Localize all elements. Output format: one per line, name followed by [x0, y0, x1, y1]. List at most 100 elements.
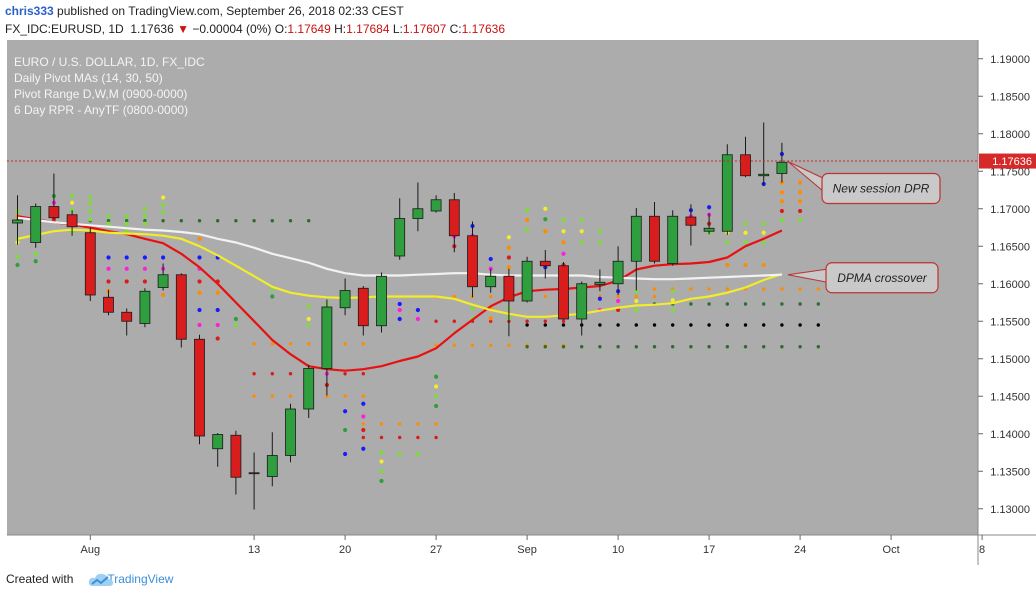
bull-candle [594, 281, 606, 285]
pivot-line-dot [361, 342, 365, 346]
pivot-line-dot [106, 219, 111, 223]
rpr-dot [743, 240, 748, 245]
pivot-line-dot [816, 302, 820, 306]
pivot-line-dot [543, 319, 547, 323]
pivot-line-dot [671, 345, 675, 349]
close-value: 1.17636 [461, 22, 506, 36]
rpr-dot [397, 307, 402, 313]
rpr-dot [743, 230, 748, 235]
rpr-dot [470, 306, 475, 311]
pivot-line-dot [143, 219, 147, 223]
rpr-dot [215, 307, 220, 313]
rpr-dot [161, 202, 166, 208]
time-tick-label: 8 [979, 544, 985, 556]
time-tick-label: Oct [883, 544, 900, 556]
pivot-moving-averages [17, 215, 783, 372]
price-chart[interactable]: Aug 13 20 27 Sep 10 17 24 Oct 8 1.190001.185001.1… [0, 40, 1036, 565]
rpr-dot [233, 322, 238, 328]
pivot-line-dot [288, 342, 293, 346]
pivot-line-dot [252, 219, 256, 223]
last-price-text: 1.17636 [992, 156, 1032, 168]
bull-candle [339, 290, 351, 309]
price-tick-label: 1.14500 [990, 391, 1030, 403]
rpr-dot [525, 217, 530, 223]
rpr-dot [197, 322, 202, 328]
pivot-line-dot [780, 345, 784, 349]
rpr-dot [543, 229, 548, 234]
pivot-line-dot [816, 287, 820, 291]
rpr-dot [197, 279, 202, 284]
pivot-line-dot [707, 287, 711, 291]
pivot-line-dot [616, 345, 620, 349]
rpr-dot [779, 190, 785, 195]
time-tick-label: 13 [248, 544, 260, 556]
pivot-line-dot [798, 302, 802, 306]
rpr-dot [415, 307, 420, 313]
pivot-line-dot [270, 219, 274, 223]
pivot-line-dot [470, 343, 475, 347]
rpr-dot [488, 256, 493, 262]
high-label: H: [334, 22, 347, 36]
pivot-line-dot [379, 435, 384, 440]
rpr-dot [761, 230, 766, 235]
bull-candle [157, 274, 169, 288]
pivot-line-dot [252, 342, 256, 346]
rpr-dot [506, 245, 511, 250]
rpr-dot [543, 217, 548, 222]
pivot-line-dot [361, 422, 365, 426]
pivot-line-dot [816, 323, 820, 327]
tradingview-cloud-icon [88, 573, 113, 586]
bull-candle [212, 434, 224, 450]
rpr-dot [579, 229, 584, 234]
rpr-dot [161, 195, 166, 200]
pivot-line-dot [270, 372, 274, 376]
callout-text: DPMA crossover [837, 271, 928, 285]
rpr-dot [506, 265, 511, 270]
rpr-dot [142, 206, 147, 211]
rpr-dot [597, 229, 603, 234]
rpr-dot [106, 255, 111, 260]
pivot-line-dot [780, 287, 784, 291]
pivot-line-dot [743, 345, 748, 349]
time-tick-label: Sep [517, 544, 537, 556]
pivot-line-dot [489, 319, 493, 323]
rpr-dot [306, 322, 311, 328]
time-axis[interactable]: Aug 13 20 27 Sep 10 17 24 Oct 8 [81, 535, 986, 556]
symbol-label: FX_IDC:EURUSD, 1D [5, 22, 124, 36]
rpr-dot [124, 229, 129, 234]
pivot-line-dot [507, 343, 511, 347]
rpr-dot [124, 221, 129, 226]
rpr-dot [70, 193, 75, 199]
indicator-label-2: Pivot Range D,W,M (0900-0000) [14, 87, 187, 101]
rpr-dot [33, 251, 38, 256]
rpr-dot [124, 255, 129, 260]
rpr-dot [798, 208, 803, 214]
pivot-range-lines [15, 219, 820, 440]
author-name[interactable]: chris333 [5, 4, 54, 18]
pivot-line-dot [707, 323, 711, 327]
rpr-dot [124, 214, 129, 219]
pivot-line-dot [798, 345, 802, 349]
pivot-line-dot [762, 287, 766, 291]
low-value: 1.17607 [402, 22, 447, 36]
pivot-line-dot [616, 294, 620, 299]
bear-candle [467, 235, 478, 288]
rpr-dot [415, 451, 420, 457]
rpr-dot [670, 298, 675, 303]
last-price-label: 1.17636 [979, 153, 1036, 169]
pivot-line-dot [525, 323, 529, 327]
bear-candle [121, 311, 133, 322]
pivot-line-dot [525, 319, 529, 323]
price-axis[interactable] [978, 40, 1036, 535]
tradingview-link[interactable]: TradingView [107, 572, 174, 586]
pivot-line-dot [416, 422, 420, 426]
pivot-line-dot [489, 294, 493, 299]
pivot-line-dot [762, 302, 766, 306]
rpr-dot [270, 294, 275, 299]
pivot-line-dot [270, 394, 274, 398]
pivot-line-dot [707, 345, 711, 349]
pivot-line-dot [307, 342, 311, 346]
pivot-line-dot [379, 422, 384, 426]
rpr-dot [397, 301, 402, 307]
pivot-line-dot [561, 345, 566, 349]
